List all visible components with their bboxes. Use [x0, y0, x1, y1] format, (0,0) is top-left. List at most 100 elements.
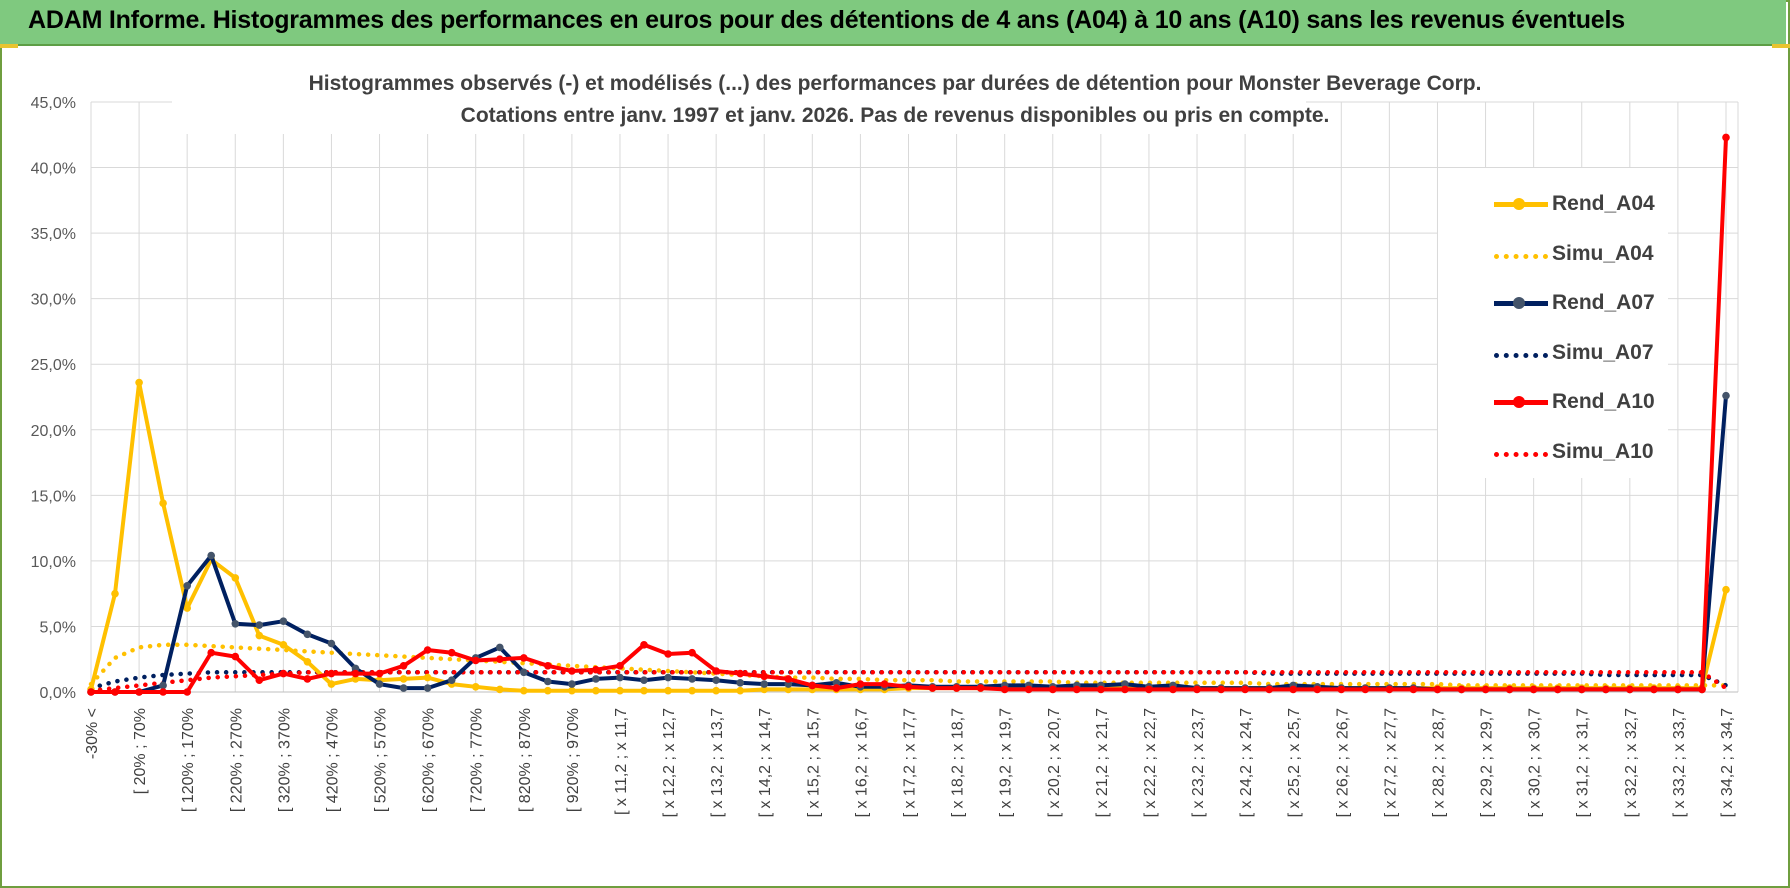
x-tick-label: [ 720% ; 770% — [469, 708, 486, 812]
y-axis-ticks: 0,0% 5,0% 10,0% 15,0% 20,0% 25,0% 30,0% 35,0% 40… — [31, 95, 76, 702]
data-point — [544, 662, 552, 670]
data-point — [159, 499, 167, 508]
line-chart: 0,0% 5,0% 10,0% 15,0% 20,0% 25,0% 30,0% 35,0% 40… — [31, 95, 1739, 818]
data-point — [111, 589, 119, 598]
data-point — [592, 686, 600, 695]
y-tick-label: 20,0% — [31, 423, 76, 440]
data-point — [832, 679, 841, 687]
data-point — [279, 617, 288, 625]
data-point — [1433, 685, 1442, 694]
data-point — [712, 676, 720, 684]
legend-label: Rend_A04 — [1552, 192, 1655, 215]
x-tick-label: -30% < — [84, 708, 101, 759]
x-tick-label: [ x 23,2 ; x 23,7 — [1190, 708, 1207, 818]
data-point — [712, 686, 720, 695]
data-point — [568, 667, 576, 675]
legend-item: Simu_A04 — [1438, 240, 1668, 270]
data-point — [471, 683, 480, 691]
y-tick-label: 0,0% — [40, 685, 76, 702]
data-point — [135, 378, 143, 387]
data-point — [1000, 685, 1009, 694]
data-point — [207, 551, 215, 560]
data-point — [471, 656, 480, 665]
data-point — [327, 639, 336, 648]
legend-swatch — [1494, 253, 1548, 259]
data-point — [928, 684, 937, 692]
data-point — [1024, 685, 1033, 694]
data-point — [207, 648, 215, 657]
legend-label: Rend_A10 — [1552, 390, 1655, 413]
x-tick-label: [ x 16,2 ; x 16,7 — [853, 708, 870, 818]
data-point — [616, 673, 624, 682]
x-tick-label: [ x 22,2 ; x 22,7 — [1142, 708, 1159, 818]
data-point — [568, 686, 576, 695]
x-tick-label: [ x 29,2 ; x 29,7 — [1479, 708, 1496, 818]
data-point — [832, 684, 841, 692]
x-tick-label: [ 220% ; 270% — [228, 708, 245, 812]
x-tick-label: [ x 12,2 ; x 12,7 — [661, 708, 678, 818]
corner-accent-left — [0, 44, 18, 48]
legend-item: Rend_A04 — [1438, 190, 1668, 220]
data-point — [1385, 685, 1394, 694]
x-tick-label: [ x 19,2 ; x 19,7 — [998, 708, 1015, 818]
data-point — [520, 686, 528, 695]
data-point — [327, 669, 336, 678]
data-point — [231, 620, 240, 628]
data-point — [520, 654, 528, 662]
x-tick-label: [ x 31,2 ; x 31,7 — [1575, 708, 1592, 818]
x-tick-label: [ x 18,2 ; x 18,7 — [950, 708, 967, 818]
data-point — [1193, 685, 1201, 694]
data-point — [399, 662, 408, 670]
data-point — [640, 641, 648, 649]
data-point — [255, 631, 264, 640]
x-tick-label: [ x 32,2 ; x 32,7 — [1623, 708, 1640, 818]
data-point — [976, 684, 985, 692]
legend-label: Simu_A07 — [1552, 340, 1654, 364]
legend-label: Simu_A04 — [1552, 241, 1654, 265]
corner-accent-right — [1772, 44, 1790, 48]
y-tick-label: 40,0% — [31, 161, 76, 178]
data-point — [375, 680, 384, 688]
data-point — [496, 685, 504, 694]
data-point — [1049, 685, 1057, 694]
legend-swatch — [1494, 451, 1548, 457]
data-point — [1097, 685, 1105, 694]
data-point — [688, 686, 696, 695]
data-point — [1722, 133, 1730, 142]
x-tick-label: [ x 27,2 ; x 27,7 — [1382, 708, 1399, 818]
y-tick-label: 35,0% — [31, 226, 76, 243]
data-point — [520, 668, 528, 677]
data-point — [664, 673, 672, 682]
x-tick-label: [ x 24,2 ; x 24,7 — [1238, 708, 1255, 818]
data-point — [423, 673, 432, 682]
data-point — [1073, 685, 1081, 694]
data-point — [712, 667, 720, 675]
data-point — [952, 684, 961, 692]
data-point — [1313, 685, 1322, 694]
page-title: ADAM Informe. Histogrammes des performan… — [28, 6, 1625, 34]
data-point — [303, 675, 312, 683]
x-tick-label: [ 920% ; 970% — [565, 708, 582, 812]
x-tick-label: [ x 26,2 ; x 26,7 — [1334, 708, 1351, 818]
data-point — [423, 684, 432, 692]
gridlines — [90, 101, 1739, 693]
data-point — [784, 680, 793, 688]
legend-item: Simu_A10 — [1438, 438, 1668, 468]
data-point — [183, 604, 191, 612]
data-point — [904, 683, 913, 691]
data-point — [1602, 685, 1610, 694]
data-point — [568, 680, 576, 688]
data-point — [736, 686, 744, 695]
data-point — [736, 679, 744, 687]
data-point — [784, 675, 793, 683]
data-point — [159, 681, 167, 690]
data-point — [1553, 685, 1562, 694]
data-point — [616, 686, 624, 695]
data-point — [351, 669, 360, 678]
legend-label: Simu_A10 — [1552, 439, 1654, 463]
data-point — [760, 672, 768, 681]
data-point — [1265, 685, 1273, 694]
data-point — [1722, 391, 1730, 400]
data-point — [327, 680, 336, 688]
x-tick-label: [ 320% ; 370% — [276, 708, 293, 812]
